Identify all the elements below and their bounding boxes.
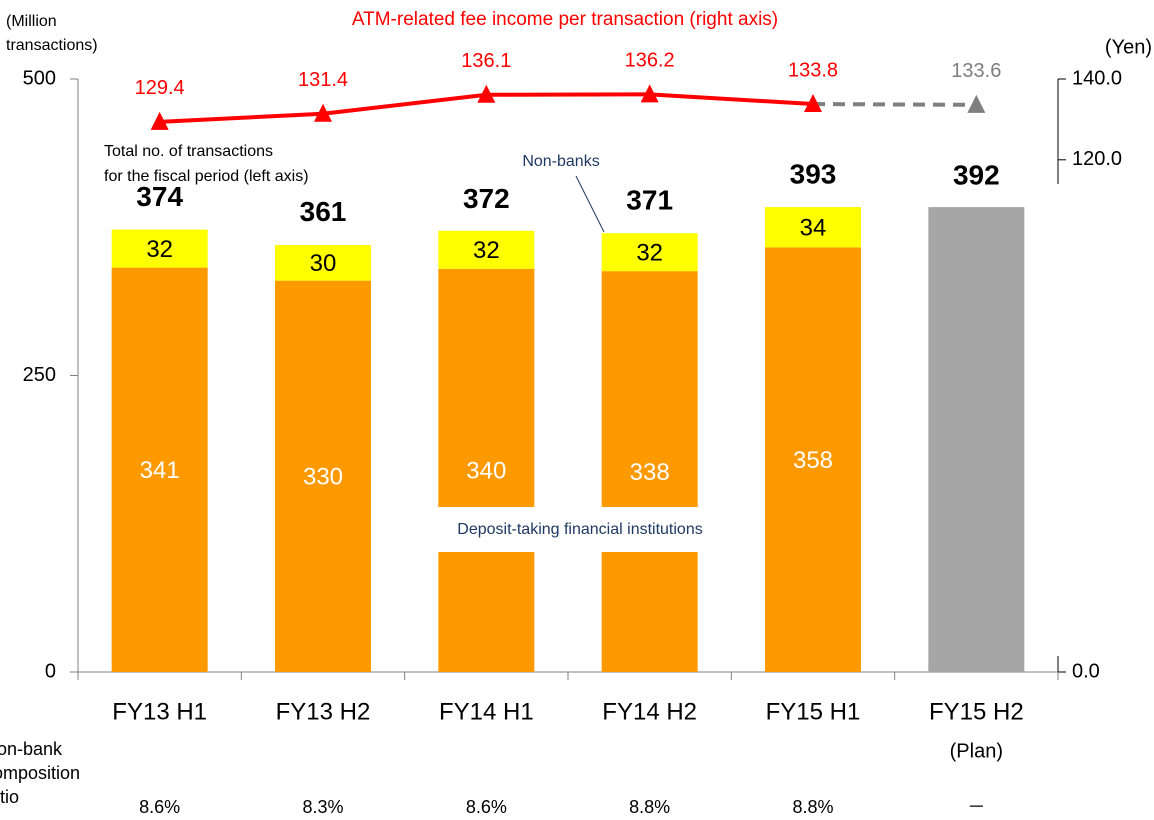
y-tick-label: 500 <box>23 67 56 89</box>
y2-tick-label: 140.0 <box>1072 67 1122 89</box>
total-label: 361 <box>300 196 347 227</box>
ratio-value: 8.3% <box>302 797 343 817</box>
ratio-value: 8.8% <box>792 797 833 817</box>
bar-value-label: 330 <box>303 464 343 491</box>
x-tick-label: FY15 H1 <box>766 698 861 725</box>
line-marker <box>477 84 496 103</box>
line-value-label: 136.1 <box>461 50 511 72</box>
line-title: ATM-related fee income per transaction (… <box>352 9 778 30</box>
bar-value-label: 32 <box>636 239 663 266</box>
bar-segment <box>111 267 208 672</box>
bar-segment <box>765 247 861 673</box>
bar-value-label: 34 <box>800 215 827 242</box>
bar-segment <box>438 230 535 269</box>
bar-value-label: 30 <box>310 250 337 277</box>
bar-value-label: 340 <box>466 458 506 485</box>
x-tick-label: FY13 H1 <box>112 698 207 725</box>
x-tick-label: FY14 H2 <box>602 698 697 725</box>
ratio-value: 8.6% <box>139 797 180 817</box>
line-value-label: 133.6 <box>951 60 1001 82</box>
bar-segment <box>601 233 698 272</box>
ratio-label: ratio <box>0 787 19 807</box>
y-axis-label: (Million <box>6 13 57 30</box>
total-label: 393 <box>790 158 837 189</box>
bar-segment <box>275 245 371 281</box>
y2-tick-label: 0.0 <box>1072 660 1100 682</box>
x-tick-label: FY15 H2 <box>929 698 1024 725</box>
y-tick-label: 250 <box>23 364 56 386</box>
ratio-value: 8.8% <box>629 797 670 817</box>
line-value-label: 133.8 <box>788 59 838 81</box>
x-tick-label: FY13 H2 <box>276 698 371 725</box>
annotation-bg <box>436 507 700 552</box>
ratio-label: Non-bank <box>0 739 63 759</box>
y2-axis-label: (Yen) <box>1105 36 1152 58</box>
line-value-label: 131.4 <box>298 69 348 91</box>
bar-segment <box>438 268 535 672</box>
plan-label: (Plan) <box>950 740 1003 762</box>
bar-value-label: 32 <box>473 237 500 264</box>
ratio-value: － <box>967 797 985 817</box>
bar-value-label: 358 <box>793 447 833 474</box>
ratio-value: 8.6% <box>466 797 507 817</box>
ratio-label: composition <box>0 763 80 783</box>
total-label: 372 <box>463 183 510 214</box>
total-label: 371 <box>626 184 673 215</box>
series-annotation: Non-banks <box>522 153 599 170</box>
y-tick-label: 0 <box>45 660 56 682</box>
bar-segment <box>275 280 371 672</box>
bar-segment <box>765 207 861 248</box>
bar-value-label: 338 <box>630 459 670 486</box>
leader-line <box>575 175 605 233</box>
bar-segment <box>111 229 208 268</box>
line-marker <box>804 94 822 113</box>
line-value-label: 129.4 <box>135 77 185 99</box>
total-label: 392 <box>953 159 1000 190</box>
line-marker <box>967 94 986 113</box>
line-marker <box>314 103 332 122</box>
totals-annotation: Total no. of transactions <box>104 143 273 160</box>
bar <box>928 207 1025 672</box>
total-label: 374 <box>136 181 183 212</box>
bar-value-label: 341 <box>140 457 180 484</box>
line-marker <box>150 111 169 130</box>
y2-tick-label: 120.0 <box>1072 148 1122 170</box>
line-value-label: 136.2 <box>625 50 675 72</box>
x-tick-label: FY14 H1 <box>439 698 534 725</box>
y-axis-label: transactions) <box>6 37 98 54</box>
plan-line <box>812 102 977 107</box>
line-marker <box>640 84 659 103</box>
bar-value-label: 32 <box>146 236 173 263</box>
totals-annotation: for the fiscal period (left axis) <box>104 168 309 185</box>
bar-segment <box>601 271 698 672</box>
series-annotation: Deposit-taking financial institutions <box>457 521 702 538</box>
